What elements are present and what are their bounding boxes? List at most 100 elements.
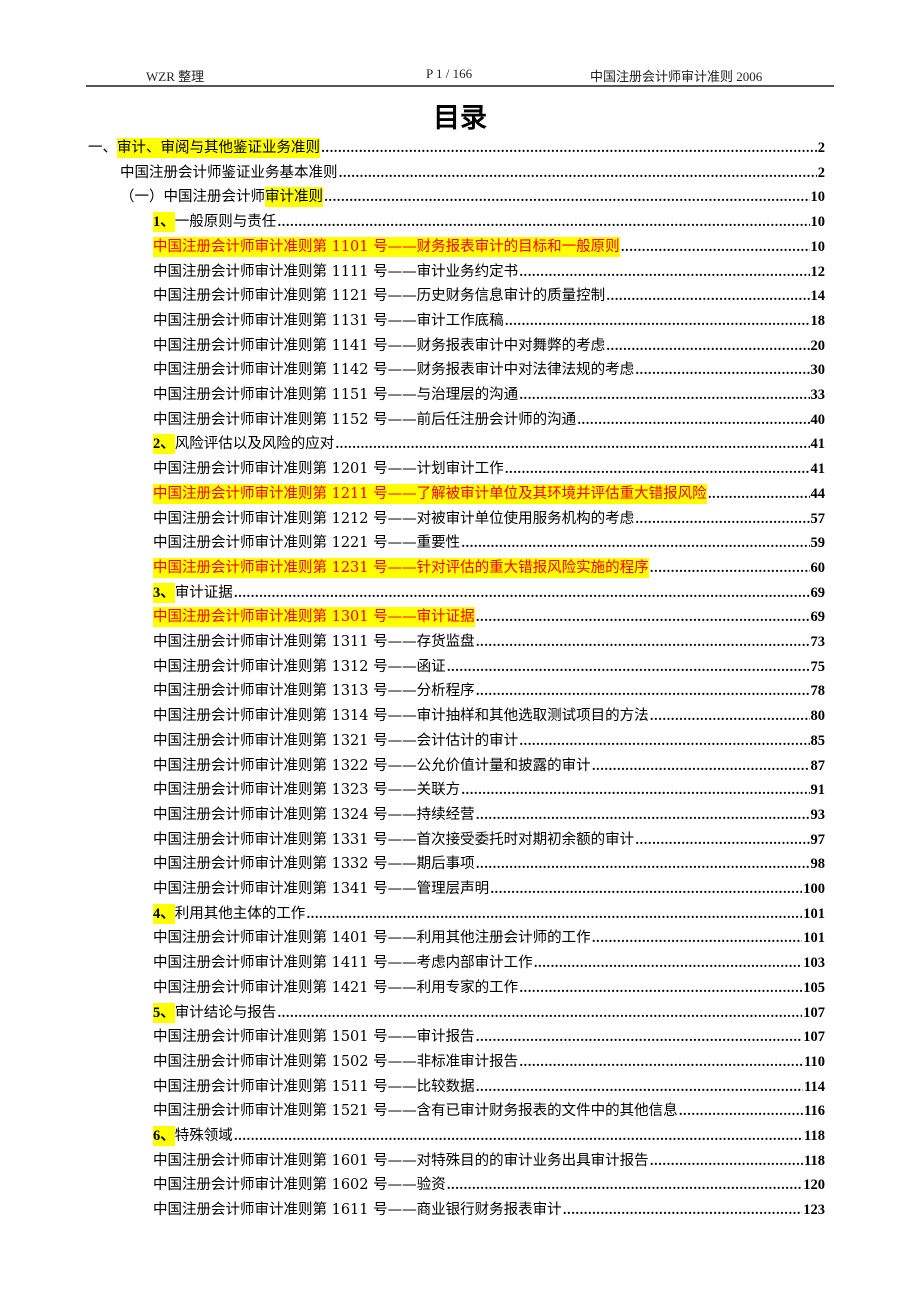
toc-entry[interactable]: 中国注册会计师鉴证业务基本准则.........................… bbox=[120, 161, 825, 183]
toc-entry[interactable]: 中国注册会计师审计准则第 1311 号——存货监盘...............… bbox=[153, 630, 825, 652]
toc-page-number: 118 bbox=[804, 1128, 825, 1144]
toc-entry-text: 一般原则与责任 bbox=[174, 214, 277, 231]
toc-entry-text: 中国注册会计师审计准则第 1313 号——分析程序 bbox=[153, 683, 475, 700]
toc-entry-text: 中国注册会计师审计准则第 1611 号——商业银行财务报表审计 bbox=[153, 1202, 562, 1219]
toc-entry-text: 中国注册会计师审计准则第 1322 号——公允价值计量和披露的审计 bbox=[153, 757, 591, 774]
toc-entry-text: 中国注册会计师审计准则第 1601 号——对特殊目的的审计业务出具审计报告 bbox=[153, 1152, 649, 1169]
toc-entry[interactable]: 中国注册会计师审计准则第 1502 号——非标准审计报告............… bbox=[153, 1050, 825, 1072]
toc-entry-text: 审计准则 bbox=[265, 187, 323, 208]
toc-entry[interactable]: 中国注册会计师审计准则第 1321 号——会计估计的审计............… bbox=[153, 729, 825, 751]
toc-entry[interactable]: 中国注册会计师审计准则第 1401 号——利用其他注册会计师的工作.......… bbox=[153, 926, 825, 948]
toc-page-number: 80 bbox=[810, 708, 826, 725]
toc-entry-text: 中国注册会计师审计准则第 1401 号——利用其他注册会计师的工作 bbox=[153, 930, 591, 947]
toc-page-number: 41 bbox=[810, 436, 826, 453]
toc-entry[interactable]: 中国注册会计师审计准则第 1411 号——考虑内部审计工作...........… bbox=[153, 951, 825, 973]
toc-entry[interactable]: 中国注册会计师审计准则第 1331 号——首次接受委托时对期初余额的审计....… bbox=[153, 828, 825, 850]
toc-entry[interactable]: 中国注册会计师审计准则第 1111 号——审计业务约定书............… bbox=[153, 260, 825, 282]
dot-leader: ........................................… bbox=[446, 659, 810, 674]
toc-entry[interactable]: 中国注册会计师审计准则第 1323 号——关联方................… bbox=[153, 778, 825, 800]
toc-entry[interactable]: 中国注册会计师审计准则第 1221 号——重要性................… bbox=[153, 531, 825, 553]
toc-entry-text: 中国注册会计师鉴证业务基本准则 bbox=[120, 164, 338, 181]
dot-leader: ........................................… bbox=[519, 264, 809, 279]
dot-leader: ........................................… bbox=[533, 956, 803, 971]
toc-entry[interactable]: 4、 利用其他主体的工作.............................… bbox=[153, 902, 825, 924]
toc-entry[interactable]: 中国注册会计师审计准则第 1142 号——财务报表审计中对法律法规的考虑....… bbox=[153, 358, 825, 380]
dot-leader: ........................................… bbox=[475, 807, 810, 822]
toc-entry[interactable]: 中国注册会计师审计准则第 1501 号——审计报告...............… bbox=[153, 1025, 825, 1047]
dot-leader: ........................................… bbox=[306, 906, 802, 921]
toc-entry[interactable]: 中国注册会计师审计准则第 1121 号——历史财务信息审计的质量控制......… bbox=[153, 284, 825, 306]
toc-entry-text: 一、 bbox=[88, 140, 117, 156]
toc-page-number: 12 bbox=[810, 263, 826, 280]
toc-entry[interactable]: 中国注册会计师审计准则第 1611 号——商业银行财务报表审计.........… bbox=[153, 1198, 825, 1220]
toc-entry[interactable]: （一）中国注册会计师 审计准则..........................… bbox=[120, 185, 825, 208]
toc-entry-text: 中国注册会计师审计准则第 1301 号——审计证据 bbox=[153, 607, 475, 628]
toc-entry[interactable]: 中国注册会计师审计准则第 1301 号——审计证据...............… bbox=[153, 605, 825, 628]
toc-page-number: 59 bbox=[810, 535, 826, 552]
toc-entry[interactable]: 中国注册会计师审计准则第 1201 号——计划审计工作.............… bbox=[153, 457, 825, 479]
toc-page-number: 10 bbox=[810, 214, 826, 231]
toc-entry-text: 中国注册会计师审计准则第 1331 号——首次接受委托时对期初余额的审计 bbox=[153, 831, 635, 848]
toc-entry[interactable]: 中国注册会计师审计准则第 1421 号——利用专家的工作............… bbox=[153, 976, 825, 998]
toc-entry-text: 利用其他主体的工作 bbox=[174, 905, 306, 922]
toc-entry[interactable]: 中国注册会计师审计准则第 1212 号——对被审计单位使用服务机构的考虑....… bbox=[153, 507, 825, 529]
dot-leader: ........................................… bbox=[649, 1153, 804, 1168]
toc-entry[interactable]: 一、 审计、审阅与其他鉴证业务准则........................… bbox=[88, 136, 825, 158]
toc-entry[interactable]: 中国注册会计师审计准则第 1101 号——财务报表审计的目标和一般原则.....… bbox=[153, 235, 825, 257]
toc-entry[interactable]: 中国注册会计师审计准则第 1322 号——公允价值计量和披露的审计.......… bbox=[153, 754, 825, 776]
dot-leader: ........................................… bbox=[233, 585, 810, 600]
toc-entry[interactable]: 中国注册会计师审计准则第 1151 号——与治理层的沟通............… bbox=[153, 383, 825, 405]
toc-page-number: 87 bbox=[810, 757, 826, 774]
toc-page-number: 93 bbox=[810, 806, 826, 823]
toc-entry[interactable]: 中国注册会计师审计准则第 1312 号——函证.................… bbox=[153, 655, 825, 677]
toc-entry[interactable]: 中国注册会计师审计准则第 1141 号——财务报表审计中对舞弊的考虑......… bbox=[153, 334, 825, 356]
dot-leader: ........................................… bbox=[707, 486, 810, 501]
header-right: 中国注册会计师审计准则 2006 bbox=[590, 69, 763, 84]
toc-entry-text: 中国注册会计师审计准则第 1142 号——财务报表审计中对法律法规的考虑 bbox=[153, 362, 635, 379]
dot-leader: ........................................… bbox=[519, 1054, 804, 1069]
toc-entry[interactable]: 中国注册会计师审计准则第 1521 号——含有已审计财务报表的文件中的其他信息.… bbox=[153, 1099, 825, 1121]
toc-entry[interactable]: 1、 一般原则与责任...............................… bbox=[153, 210, 826, 233]
dot-leader: ........................................… bbox=[649, 709, 810, 724]
header-page-number: P 1 / 166 bbox=[426, 66, 473, 81]
toc-entry[interactable]: 中国注册会计师审计准则第 1324 号——持续经营...............… bbox=[153, 803, 825, 825]
toc-entry[interactable]: 中国注册会计师审计准则第 1152 号——前后任注册会计师的沟通........… bbox=[153, 408, 825, 430]
page-header: WZR 整理 P 1 / 166 中国注册会计师审计准则 2006 bbox=[86, 66, 834, 84]
dot-leader: ........................................… bbox=[504, 313, 810, 328]
toc-page-number: 110 bbox=[804, 1053, 825, 1070]
toc-entry-text: 中国注册会计师审计准则第 1152 号——前后任注册会计师的沟通 bbox=[153, 411, 577, 428]
dot-leader: ........................................… bbox=[475, 1030, 803, 1045]
toc-entry[interactable]: 3、 审计证据..................................… bbox=[153, 581, 825, 603]
toc-entry-text: 中国注册会计师审计准则第 1602 号——验资 bbox=[153, 1177, 446, 1194]
toc-entry[interactable]: 中国注册会计师审计准则第 1131 号——审计工作底稿.............… bbox=[153, 309, 825, 331]
dot-leader: ........................................… bbox=[324, 190, 810, 205]
toc-page-number: 114 bbox=[804, 1078, 825, 1095]
toc-entry[interactable]: 中国注册会计师审计准则第 1601 号——对特殊目的的审计业务出具审计报告...… bbox=[153, 1149, 825, 1171]
dot-leader: ........................................… bbox=[606, 338, 810, 353]
toc-page-number: 33 bbox=[810, 387, 826, 403]
toc-entry[interactable]: 2、 风险评估以及风险的应对...........................… bbox=[153, 432, 826, 455]
toc-entry-text: 中国注册会计师审计准则第 1502 号——非标准审计报告 bbox=[153, 1053, 519, 1070]
toc-entry-text: 中国注册会计师审计准则第 1212 号——对被审计单位使用服务机构的考虑 bbox=[153, 510, 635, 527]
toc-entry-text: 2、 bbox=[153, 434, 175, 455]
dot-leader: ........................................… bbox=[519, 733, 809, 748]
toc-page-number: 98 bbox=[810, 856, 826, 873]
toc-entry[interactable]: 6、 特殊领域..................................… bbox=[153, 1124, 825, 1146]
toc-entry[interactable]: 中国注册会计师审计准则第 1314 号——审计抽样和其他选取测试项目的方法...… bbox=[153, 704, 825, 726]
toc-entry[interactable]: 中国注册会计师审计准则第 1211 号——了解被审计单位及其环境并评估重大错报风… bbox=[153, 482, 825, 504]
toc-entry[interactable]: 中国注册会计师审计准则第 1341 号——管理层声明..............… bbox=[153, 877, 825, 899]
dot-leader: ........................................… bbox=[620, 239, 810, 254]
toc-entry-text: 中国注册会计师审计准则第 1151 号——与治理层的沟通 bbox=[153, 387, 519, 403]
toc-entry[interactable]: 中国注册会计师审计准则第 1231 号——针对评估的重大错报风险实施的程序...… bbox=[153, 556, 825, 578]
dot-leader: ........................................… bbox=[504, 462, 810, 477]
toc-entry-text: 中国注册会计师审计准则第 1501 号——审计报告 bbox=[153, 1029, 475, 1046]
toc-entry[interactable]: 中国注册会计师审计准则第 1602 号——验资.................… bbox=[153, 1173, 825, 1195]
toc-entry-text: 中国注册会计师审计准则第 1324 号——持续经营 bbox=[153, 806, 475, 823]
toc-entry[interactable]: 中国注册会计师审计准则第 1332 号——期后事项...............… bbox=[153, 852, 825, 874]
toc-entry[interactable]: 中国注册会计师审计准则第 1511 号——比较数据...............… bbox=[153, 1075, 825, 1097]
toc-entry[interactable]: 中国注册会计师审计准则第 1313 号——分析程序...............… bbox=[153, 679, 825, 701]
toc-entry-text: 中国注册会计师审计准则第 1201 号——计划审计工作 bbox=[153, 461, 504, 478]
toc-entry-text: 审计结论与报告 bbox=[174, 1004, 277, 1021]
toc-entry[interactable]: 5、 审计结论与报告...............................… bbox=[153, 1001, 825, 1023]
dot-leader: ........................................… bbox=[635, 363, 809, 378]
